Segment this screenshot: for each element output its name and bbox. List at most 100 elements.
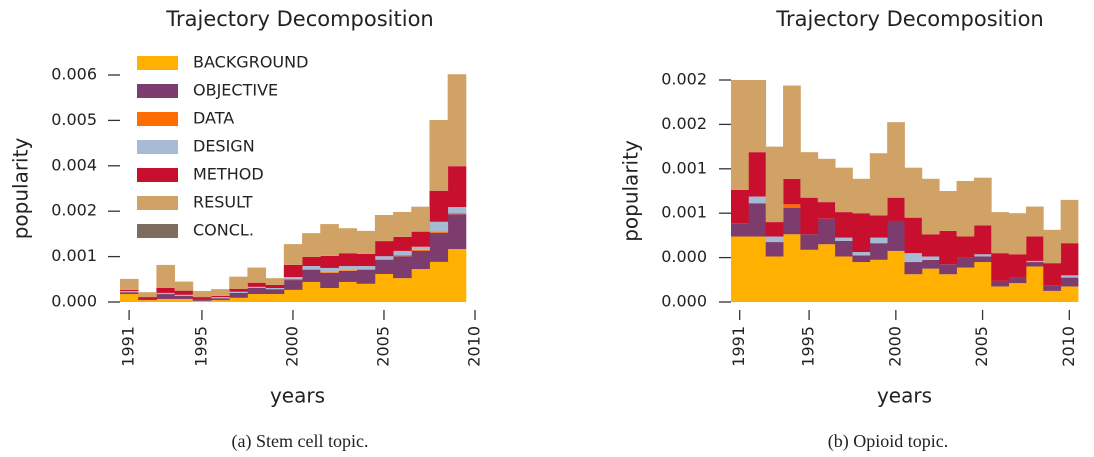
area-segment — [956, 236, 975, 258]
area-segment — [429, 120, 449, 191]
area-segment — [393, 256, 412, 279]
area-segment — [229, 288, 248, 292]
x-tick-label: 1991 — [119, 326, 138, 367]
area-segment — [765, 146, 784, 223]
area-segment — [320, 255, 339, 268]
legend-label: DESIGN — [193, 137, 255, 156]
area-segment — [921, 178, 940, 235]
area-segment — [748, 196, 767, 204]
area-segment — [973, 256, 992, 263]
area-segment — [921, 234, 940, 257]
x-tick-label: 1995 — [191, 326, 210, 367]
area-segment — [1060, 199, 1079, 244]
area-segment — [265, 284, 285, 289]
area-segment — [904, 217, 923, 254]
area-segment — [356, 230, 376, 254]
area-segment — [247, 294, 267, 302]
area-segment — [731, 223, 749, 237]
area-segment — [887, 197, 905, 221]
area-segment — [1025, 260, 1044, 263]
caption: (a) Stem cell topic. — [232, 431, 369, 452]
area-segment — [265, 288, 285, 290]
area-segment — [393, 250, 412, 256]
area-segment — [411, 206, 430, 232]
area-segment — [783, 207, 801, 235]
area-segment — [429, 221, 449, 232]
area-segment — [835, 237, 853, 241]
area-segment — [447, 166, 467, 208]
area-segment — [374, 214, 394, 242]
y-tick-label: 0.006 — [51, 65, 97, 84]
x-tick-label: 2010 — [1059, 326, 1078, 367]
area-segment — [302, 256, 321, 267]
area-segment — [852, 262, 871, 302]
area-segment — [247, 282, 267, 287]
x-tick-label: 2005 — [373, 326, 392, 367]
area-segment — [411, 250, 430, 270]
area-segment — [283, 289, 303, 302]
area-segment — [356, 253, 376, 267]
area-segment — [904, 253, 923, 263]
area-segment — [765, 242, 784, 257]
area-segment — [748, 80, 767, 153]
chart-title: Trajectory Decomposition — [775, 7, 1043, 31]
legend-swatch — [137, 224, 178, 238]
area-segment — [800, 234, 819, 250]
area-segment — [939, 274, 957, 302]
area-segment — [156, 292, 176, 295]
y-axis-label: popularity — [9, 138, 33, 240]
area-segment — [393, 278, 412, 302]
x-tick-label: 2010 — [465, 326, 484, 367]
area-segment — [265, 278, 285, 285]
area-segment — [320, 267, 339, 273]
area-segment — [1043, 285, 1062, 291]
y-tick-label: 0.002 — [661, 114, 707, 133]
area-segment — [411, 249, 430, 251]
area-segment — [748, 152, 767, 197]
area-segment — [411, 231, 430, 247]
area-segment — [956, 257, 975, 268]
area-segment — [211, 289, 230, 296]
area-segment — [138, 297, 157, 299]
area-segment — [765, 236, 784, 243]
legend-label: RESULT — [193, 193, 253, 212]
area-segment — [429, 232, 449, 262]
area-segment — [338, 253, 358, 267]
area-segment — [731, 236, 749, 302]
area-segment — [229, 297, 248, 302]
area-segment — [247, 288, 267, 295]
area-segment — [852, 255, 871, 263]
area-segment — [447, 213, 467, 215]
area-segment — [356, 269, 376, 284]
area-segment — [991, 212, 1009, 254]
area-segment — [904, 262, 923, 275]
area-segment — [265, 289, 285, 295]
legend-label: CONCL. — [193, 221, 254, 240]
area-segment — [869, 237, 888, 244]
area-segment — [1043, 290, 1062, 302]
area-segment — [869, 153, 888, 216]
area-segment — [991, 253, 1009, 281]
area-segment — [338, 270, 358, 282]
x-tick-label: 2000 — [885, 326, 904, 367]
legend-label: BACKGROUND — [193, 53, 308, 72]
area-segment — [283, 278, 303, 281]
area-segment — [835, 167, 853, 213]
area-segment — [338, 281, 358, 302]
y-tick-label: 0.001 — [661, 158, 707, 177]
area-segment — [302, 233, 321, 257]
area-segment — [138, 300, 157, 302]
y-tick-label: 0.004 — [51, 155, 97, 174]
area-segment — [817, 202, 836, 219]
area-segment — [138, 292, 157, 298]
area-segment — [356, 266, 376, 270]
area-segment — [411, 269, 430, 302]
x-axis-label: years — [877, 384, 932, 408]
area-segment — [174, 281, 194, 291]
area-segment — [338, 228, 358, 254]
area-segment — [748, 203, 767, 237]
area-segment — [429, 190, 449, 222]
x-axis-label: years — [270, 384, 325, 408]
area-segment — [1008, 277, 1027, 284]
area-segment — [429, 261, 449, 302]
